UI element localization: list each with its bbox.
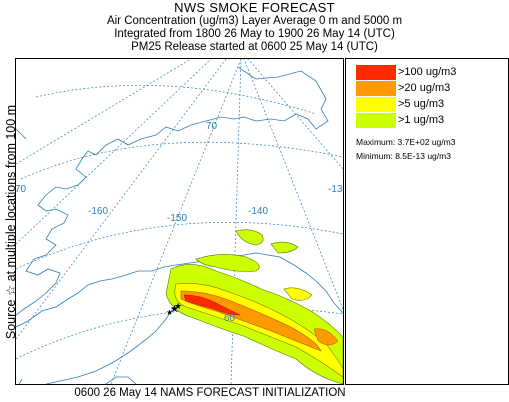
plume-patch-d	[313, 328, 339, 346]
legend-minimum: Minimum: 8.5E-13 ug/m3	[356, 151, 451, 161]
coastline	[16, 66, 343, 384]
source-star-icon: ★	[166, 308, 173, 317]
aleutian-peninsula	[45, 303, 177, 384]
concentration-subtitle: Air Concentration (ug/m3) Layer Average …	[106, 15, 403, 27]
lon-175-line	[16, 59, 192, 165]
island-fragment	[18, 378, 23, 384]
map-panel: ★ ★ ★ 70 -170 -160 -150 -140 -130 60	[15, 58, 344, 385]
source-markers: ★ ★ ★	[166, 302, 182, 317]
legend-label-1: >1 ug/m3	[398, 114, 445, 126]
kodiak-island	[105, 376, 137, 384]
lon130-label: -130	[328, 184, 343, 195]
lat-75-line	[35, 84, 317, 115]
plume-100ug	[183, 294, 241, 316]
footer-initialization: 0600 26 May 14 NAMS FORECAST INITIALIZAT…	[74, 387, 346, 399]
lat-70-line	[20, 141, 343, 180]
source-star-icon: ★	[170, 304, 179, 315]
lon-140-line	[230, 59, 242, 384]
plume-patch-b	[270, 241, 299, 254]
release-start: PM25 Release started at 0600 25 May 14 (…	[131, 41, 378, 53]
lat60-label: 60	[224, 313, 236, 324]
lon-130-line	[243, 59, 343, 310]
lon-170-line	[16, 59, 212, 245]
forecast-title: NWS SMOKE FORECAST	[174, 0, 335, 15]
legend-swatch-100	[356, 65, 396, 80]
legend-swatch-20	[356, 81, 396, 96]
siberia-coast	[16, 128, 27, 140]
source-star-icon: ★	[174, 302, 182, 312]
legend-swatch-5	[356, 97, 396, 112]
lon150-label: -150	[167, 213, 187, 224]
legend-row-20: >20 ug/m3	[356, 81, 506, 96]
legend-label-5: >5 ug/m3	[398, 98, 445, 110]
integration-period: Integrated from 1800 26 May to 1900 26 M…	[114, 28, 395, 40]
legend-label-20: >20 ug/m3	[398, 82, 451, 94]
plume-patch-c	[283, 287, 313, 301]
legend-label-100: >100 ug/m3	[398, 66, 457, 78]
legend-row-100: >100 ug/m3	[356, 65, 506, 80]
alaska-south-coast	[16, 252, 343, 328]
map-svg: ★ ★ ★ 70 -170 -160 -150 -140 -130 60	[16, 59, 343, 384]
plume-patch-a	[235, 229, 264, 246]
plume-north-lobe	[195, 254, 260, 272]
smoke-plume	[165, 229, 343, 384]
lat70-label: 70	[206, 121, 218, 132]
legend-panel: >100 ug/m3 >20 ug/m3 >5 ug/m3 >1 ug/m3 M…	[345, 58, 509, 385]
lon160-label: -160	[88, 206, 108, 217]
lon140-label: -140	[248, 206, 268, 217]
alaska-west-coast	[16, 66, 329, 316]
legend-row-5: >5 ug/m3	[356, 97, 506, 112]
legend-maximum: Maximum: 3.7E+02 ug/m3	[356, 137, 456, 147]
lat-60-line	[16, 307, 343, 360]
legend-swatch-1	[356, 113, 396, 128]
legend-row-1: >1 ug/m3	[356, 113, 506, 128]
lon170-label: -170	[16, 184, 26, 195]
